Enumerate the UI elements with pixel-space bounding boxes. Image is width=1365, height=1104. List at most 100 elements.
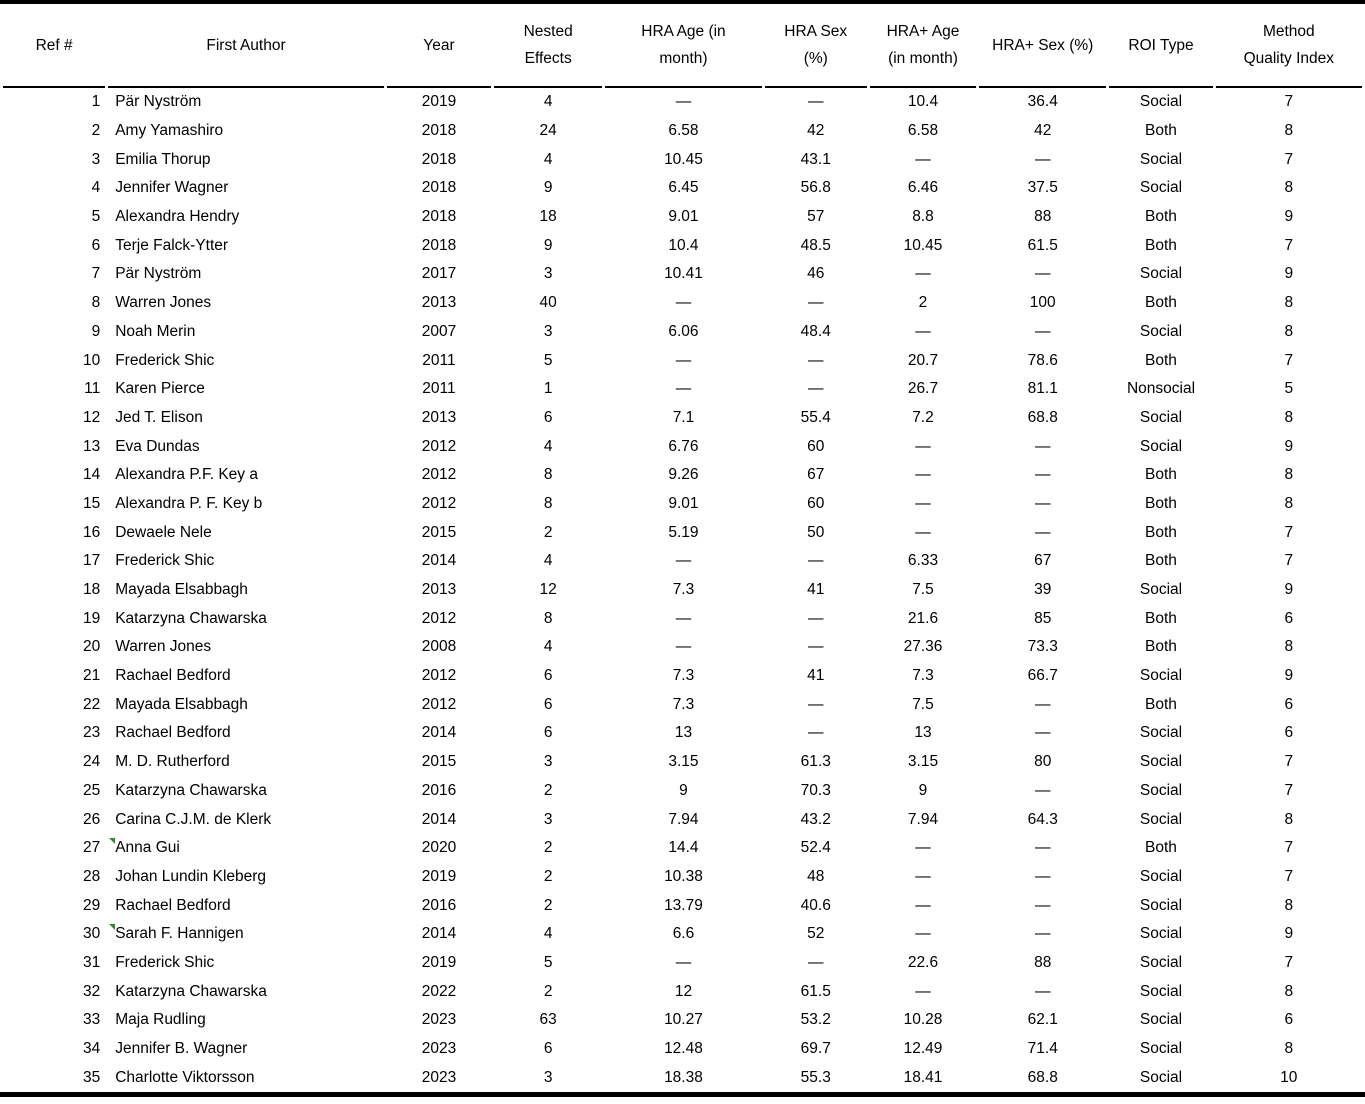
table-row: 12 Jed T. Elison 2013 6 7.1 55.4 7.2 68.8 Social… — [3, 404, 1362, 433]
cell-text: 88 — [1034, 208, 1052, 226]
cell-text: 8 — [543, 466, 553, 484]
cell-hra-plus-age: 7.5 — [870, 690, 976, 719]
table-row: 2 Amy Yamashiro 2018 24 6.58 42 6.58 42 Both 8 — [3, 117, 1362, 146]
cell-ref: 4 — [3, 174, 105, 203]
cell-hra-sex: 48.5 — [765, 231, 867, 260]
cell-text: 9.01 — [668, 208, 699, 226]
cell-roi-type: Both — [1109, 547, 1212, 576]
cell-text: 26.7 — [907, 380, 939, 398]
cell-nested: 2 — [494, 863, 602, 892]
cell-hra-plus-sex: 39 — [979, 576, 1106, 605]
cell-quality: 8 — [1216, 289, 1362, 318]
cell-hra-plus-sex: — — [979, 318, 1106, 347]
cell-roi-type: Social — [1109, 404, 1212, 433]
table-row: 24 M. D. Rutherford 2015 3 3.15 61.3 3.15 80 Soc… — [3, 748, 1362, 777]
cell-text: 9.01 — [668, 494, 699, 512]
cell-text: 2013 — [421, 294, 457, 312]
cell-quality: 9 — [1216, 203, 1362, 232]
cell-hra-sex: — — [765, 949, 867, 978]
cell-text: Both — [1145, 695, 1177, 713]
cell-hra-age: — — [605, 604, 761, 633]
cell-year: 2019 — [387, 949, 491, 978]
cell-ref: 31 — [3, 949, 105, 978]
cell-roi-type: Both — [1109, 289, 1212, 318]
cell-hra-plus-age: 26.7 — [870, 375, 976, 404]
table-row: 14 Alexandra P.F. Key a 2012 8 9.26 67 — — Both 8 — [3, 461, 1362, 490]
cell-quality: 5 — [1216, 375, 1362, 404]
cell-text: Alexandra P.F. Key a — [115, 466, 258, 484]
cell-text: 10 — [82, 351, 101, 369]
cell-text: 43.1 — [800, 150, 831, 168]
cell-text: — — [915, 523, 931, 541]
cell-quality: 8 — [1216, 805, 1362, 834]
cell-text: 28 — [82, 867, 101, 885]
cell-quality: 6 — [1216, 604, 1362, 633]
cell-text: 55.3 — [800, 1068, 831, 1086]
table-row: 33 Maja Rudling 2023 63 10.27 53.2 10.28 62.1 So… — [3, 1006, 1362, 1035]
cell-roi-type: Social — [1109, 805, 1212, 834]
cell-hra-plus-age: 22.6 — [870, 949, 976, 978]
cell-first-author: Alexandra Hendry — [108, 203, 384, 232]
cell-text: 2 — [543, 523, 553, 541]
cell-first-author: Charlotte Viktorsson — [108, 1063, 384, 1092]
cell-text: 80 — [1034, 753, 1052, 771]
cell-hra-age: 10.27 — [605, 1006, 761, 1035]
cell-hra-age: — — [605, 633, 761, 662]
cell-text: 2016 — [421, 896, 457, 914]
cell-text: 8 — [1284, 896, 1294, 914]
cell-text: 24 — [539, 122, 557, 140]
cell-hra-sex: — — [765, 690, 867, 719]
cell-roi-type: Social — [1109, 576, 1212, 605]
cell-text: 56.8 — [800, 179, 831, 197]
cell-text: Frederick Shic — [115, 351, 215, 369]
cell-text: 9 — [91, 322, 101, 340]
cell-text: 2015 — [421, 523, 457, 541]
table-row: 31 Frederick Shic 2019 5 — — 22.6 88 Social 7 — [3, 949, 1362, 978]
cell-text: 8 — [1284, 466, 1294, 484]
cell-text: 2 — [543, 839, 553, 857]
cell-text: Emilia Thorup — [115, 150, 211, 168]
cell-nested: 6 — [494, 404, 602, 433]
cell-hra-plus-age: 8.8 — [870, 203, 976, 232]
cell-quality: 8 — [1216, 977, 1362, 1006]
cell-text: 31 — [82, 953, 101, 971]
cell-hra-plus-sex: — — [979, 863, 1106, 892]
cell-year: 2016 — [387, 777, 491, 806]
cell-text: 40.6 — [800, 896, 831, 914]
cell-nested: 9 — [494, 174, 602, 203]
cell-nested: 2 — [494, 518, 602, 547]
cell-first-author: Maja Rudling — [108, 1006, 384, 1035]
cell-first-author: Katarzyna Chawarska — [108, 777, 384, 806]
table-header-row: Ref # First Author Year Nested Effects HRA A… — [3, 4, 1362, 88]
cell-text: 2008 — [421, 638, 457, 656]
cell-text: 9 — [918, 781, 928, 799]
cell-hra-plus-sex: — — [979, 777, 1106, 806]
cell-year: 2012 — [387, 490, 491, 519]
cell-hra-age: 10.38 — [605, 863, 761, 892]
cell-text: 9 — [679, 781, 688, 799]
cell-text: 69.7 — [800, 1040, 831, 1058]
cell-hra-plus-age: 6.46 — [870, 174, 976, 203]
cell-text: — — [915, 896, 931, 914]
table-row: 1 Pär Nyström 2019 4 — — 10.4 36.4 Social 7 — [3, 88, 1362, 117]
cell-text: 6 — [91, 236, 101, 254]
cell-text: Katarzyna Chawarska — [115, 609, 267, 627]
cell-text: — — [808, 609, 824, 627]
cell-text: 2022 — [421, 982, 457, 1000]
cell-text: Both — [1145, 638, 1177, 656]
cell-quality: 10 — [1216, 1063, 1362, 1092]
cell-nested: 4 — [494, 920, 602, 949]
cell-hra-plus-sex: — — [979, 461, 1106, 490]
cell-first-author: Mayada Elsabbagh — [108, 690, 384, 719]
cell-text: — — [1034, 781, 1051, 799]
cell-text: — — [915, 466, 931, 484]
cell-text: Katarzyna Chawarska — [115, 781, 267, 799]
cell-text: 7.3 — [672, 581, 695, 599]
cell-text: 7.94 — [907, 810, 939, 828]
cell-hra-sex: 61.5 — [765, 977, 867, 1006]
cell-year: 2019 — [387, 88, 491, 117]
cell-text: 2018 — [421, 208, 457, 226]
cell-text: 60 — [807, 437, 825, 455]
cell-text: Social — [1139, 781, 1183, 799]
cell-text: 21.6 — [907, 609, 939, 627]
